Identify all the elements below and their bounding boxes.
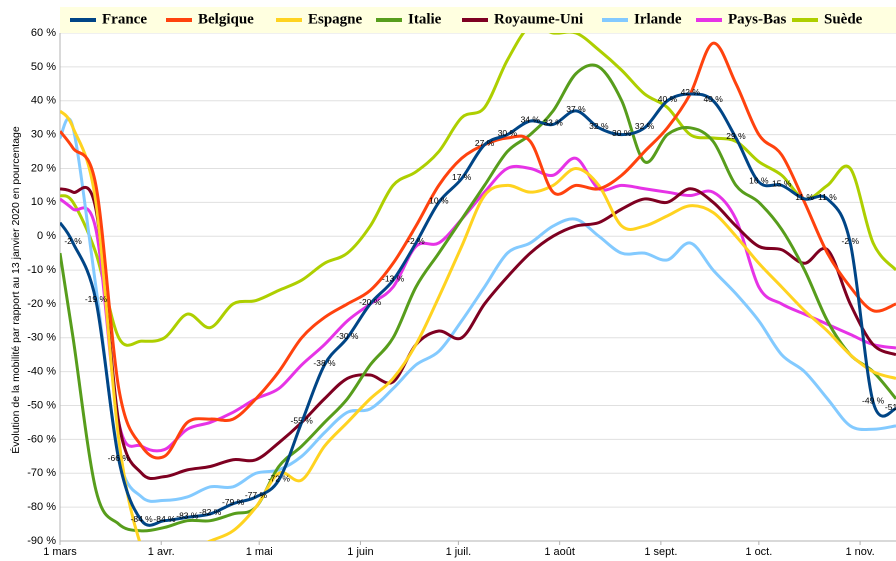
x-tick-label: 1 nov. [846,546,875,558]
y-tick-label: 0 % [37,230,56,242]
data-label: 30 % [612,128,632,138]
y-axis-title: Évolution de la mobilité par rapport au … [9,126,22,454]
data-label: -20 % [359,297,382,307]
y-tick-label: 60 % [31,27,56,39]
data-label: 29 % [726,131,746,141]
y-tick-label: 20 % [31,162,56,174]
data-label: 16 % [749,175,769,185]
data-label: -13 % [382,273,405,283]
data-label: -82 % [199,507,222,517]
data-label: -2 % [842,236,860,246]
y-tick-label: -40 % [27,366,56,378]
data-label: -83 % [176,511,199,521]
series-line [60,117,896,503]
series-line [60,92,896,527]
data-label: 40 % [703,94,723,104]
data-label: -38 % [313,358,336,368]
legend-label: Espagne [308,11,363,27]
data-label: 27 % [475,138,495,148]
data-label: 32 % [635,121,655,131]
data-label: 11 % [795,192,814,202]
legend-label: Belgique [198,11,254,27]
legend-label: Italie [408,11,442,27]
data-label: 30 % [498,128,518,138]
y-tick-label: -20 % [27,298,56,310]
data-label: -77 % [245,490,268,500]
y-tick-label: -50 % [27,399,56,411]
data-label: 34 % [521,114,541,124]
data-label: 15 % [772,179,792,189]
y-tick-label: -80 % [27,501,56,513]
x-tick-label: 1 juil. [446,546,472,558]
series-line [60,185,896,481]
legend-label: Suède [824,11,863,27]
data-label: -49 % [862,395,885,405]
data-label: -72 % [268,473,291,483]
data-label: -55 % [291,416,314,426]
series-line [60,63,896,533]
data-label: 33 % [543,118,563,128]
y-tick-label: -30 % [27,332,56,344]
data-label: -2 % [407,236,425,246]
series-line [60,41,896,460]
y-tick-label: -70 % [27,467,56,479]
x-tick-label: 1 avr. [148,546,175,558]
data-label: -30 % [336,331,359,341]
y-tick-label: -10 % [27,264,56,276]
data-label: -51 % [885,402,896,412]
x-tick-label: 1 sept. [644,546,677,558]
data-label: -2 % [64,236,82,246]
legend-label: Royaume-Uni [494,11,583,27]
data-label: 17 % [452,172,472,182]
series-line [60,33,896,347]
x-tick-label: 1 oct. [745,546,772,558]
y-tick-label: 40 % [31,95,56,107]
x-tick-label: 1 août [544,546,575,558]
x-tick-label: 1 juin [347,546,373,558]
data-label: -79 % [222,497,245,507]
x-tick-label: 1 mai [246,546,273,558]
plot-area: -2 %-19 %-66 %-84 % -84 % -83 % -82 %-79 %-… [60,33,896,541]
x-tick-label: 1 mars [43,546,77,558]
y-tick-label: 50 % [31,61,56,73]
y-tick-label: 30 % [31,129,56,141]
legend-label: France [102,11,147,27]
y-tick-label: -90 % [27,535,56,547]
y-tick-label: 10 % [31,196,56,208]
data-label: -66 % [108,453,131,463]
data-label: 10 % [429,196,449,206]
legend-label: Pays-Bas [728,11,787,27]
data-label: 32 % [589,121,609,131]
legend-label: Irlande [634,11,682,27]
data-label: -84 % [153,514,176,524]
series-line [60,109,896,541]
data-label: 11 % [818,192,837,202]
data-label: -19 % [85,294,108,304]
y-tick-label: -60 % [27,433,56,445]
data-label: -84 % [131,514,154,524]
data-label: 37 % [566,104,586,114]
data-label: 40 % [658,94,678,104]
data-label: 42 % [681,87,701,97]
